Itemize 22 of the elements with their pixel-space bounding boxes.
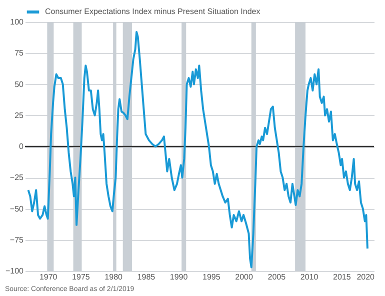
y-tick-label: −75 (10, 235, 24, 244)
x-tick-label: 1990 (170, 272, 188, 282)
y-tick-label: 50 (14, 80, 24, 89)
y-tick-label: 0 (19, 142, 24, 151)
y-tick-label: −50 (10, 204, 24, 214)
x-tick-label: 2005 (268, 272, 286, 282)
x-tick-label: 2015 (332, 272, 352, 282)
y-tick-label: −25 (10, 173, 24, 182)
x-tick-label: 1980 (104, 272, 124, 282)
x-tick-label: 1995 (202, 272, 221, 282)
y-tick-label: 75 (14, 48, 24, 58)
x-tick-label: 2010 (300, 272, 319, 282)
line-series (27, 30, 368, 268)
y-tick-label: 100 (10, 18, 24, 26)
x-tick-label: 2020 (356, 272, 376, 282)
y-tick-label: −100 (5, 266, 24, 276)
x-tick-label: 1985 (137, 272, 156, 282)
y-tick-label: 25 (14, 110, 24, 120)
x-tick-label: 1975 (72, 272, 90, 282)
legend-label: Consumer Expectations Index minus Present Situation Index (45, 7, 260, 16)
x-tick-label: 1970 (39, 272, 58, 282)
x-tick-label: 2000 (235, 272, 254, 282)
